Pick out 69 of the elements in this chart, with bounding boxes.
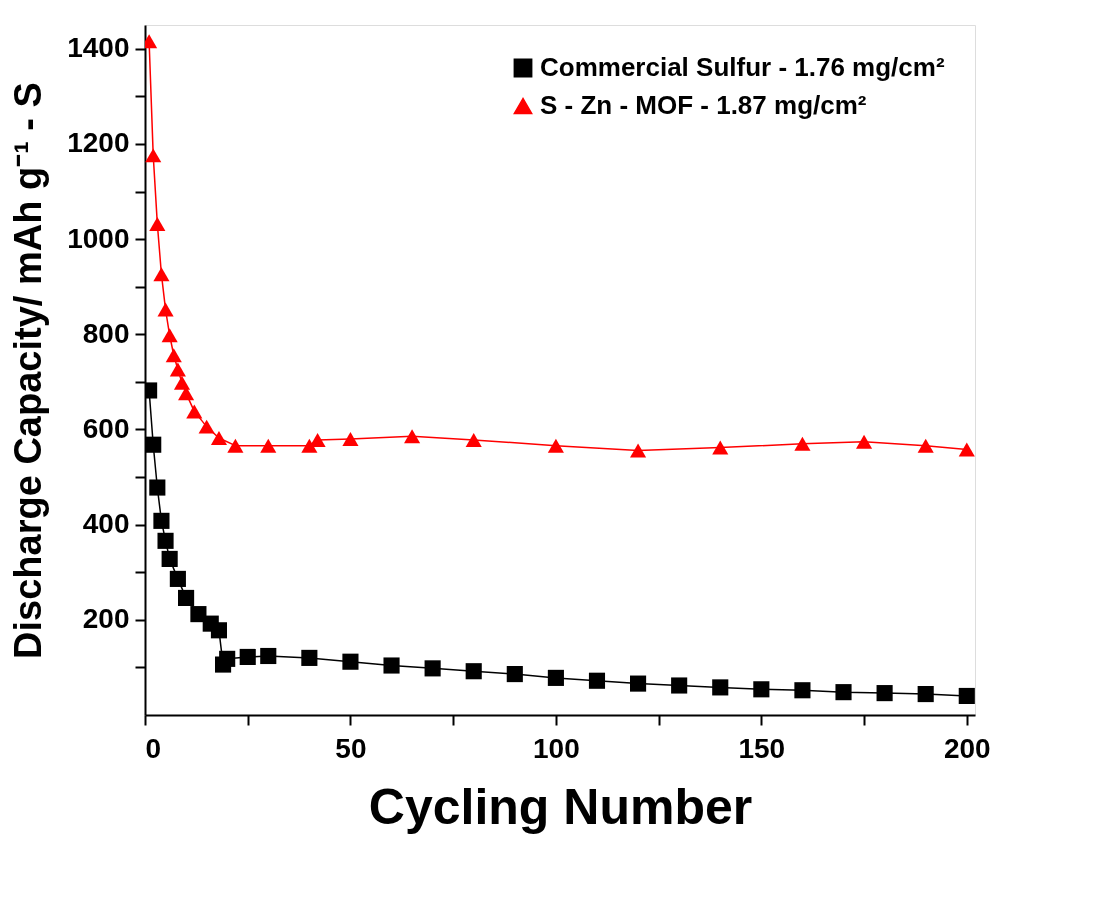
- point: [153, 512, 170, 529]
- point: [712, 440, 729, 455]
- point: [876, 685, 893, 702]
- point: [149, 479, 166, 496]
- point: [958, 442, 975, 457]
- point: [161, 328, 178, 343]
- point: [630, 443, 647, 458]
- point: [712, 679, 729, 696]
- point: [424, 660, 441, 677]
- point: [145, 436, 162, 453]
- point: [342, 432, 359, 446]
- point: [588, 672, 606, 689]
- y-tick-label: 1200: [67, 127, 130, 159]
- point: [794, 436, 811, 451]
- point: [161, 550, 178, 567]
- point: [227, 438, 244, 453]
- point: [169, 362, 186, 377]
- y-tick-label: 1000: [67, 222, 130, 254]
- point: [149, 216, 166, 231]
- point: [835, 684, 852, 701]
- y-tick-label: 600: [82, 412, 130, 444]
- point: [145, 148, 162, 163]
- point: [547, 669, 564, 686]
- x-tick-label: 150: [738, 732, 786, 764]
- point: [157, 302, 174, 317]
- point: [260, 647, 277, 665]
- point: [301, 438, 318, 453]
- point: [794, 682, 811, 699]
- x-axis-title: Cycling Number: [368, 778, 753, 835]
- point: [190, 606, 207, 623]
- x-tick-label: 200: [943, 732, 991, 764]
- point: [404, 429, 421, 444]
- point: [465, 432, 482, 447]
- point: [506, 666, 523, 683]
- point: [917, 438, 934, 453]
- point: [465, 663, 482, 680]
- legend-label: S - Zn - MOF - 1.87 mg/cm²: [540, 90, 867, 120]
- point: [958, 687, 975, 705]
- point: [173, 375, 191, 390]
- point: [301, 649, 318, 666]
- point: [239, 648, 256, 666]
- point: [165, 348, 182, 363]
- y-tick-label: 200: [82, 603, 130, 635]
- point: [856, 434, 873, 449]
- point: [342, 653, 359, 670]
- point: [219, 650, 236, 667]
- point: [178, 589, 195, 606]
- point: [210, 431, 228, 446]
- x-tick-label: 0: [145, 732, 162, 764]
- point: [153, 267, 170, 282]
- point: [157, 532, 174, 549]
- point: [547, 438, 564, 453]
- y-axis-title: Discharge Capacity/ mAh g⁻¹ - S: [7, 82, 50, 659]
- point: [198, 419, 215, 434]
- point: [671, 677, 688, 694]
- x-tick-label: 50: [335, 732, 367, 764]
- point: [753, 681, 770, 698]
- y-tick-label: 400: [82, 508, 130, 540]
- point: [630, 675, 647, 692]
- point: [169, 570, 186, 587]
- point: [260, 438, 277, 453]
- point: [210, 622, 228, 639]
- point: [186, 404, 203, 419]
- point: [917, 686, 934, 703]
- x-tick-label: 100: [533, 732, 580, 764]
- point: [383, 657, 400, 674]
- y-tick-label: 800: [82, 317, 130, 349]
- y-tick-label: 1400: [67, 32, 130, 64]
- legend-label: Commercial Sulfur - 1.76 mg/cm²: [540, 52, 945, 82]
